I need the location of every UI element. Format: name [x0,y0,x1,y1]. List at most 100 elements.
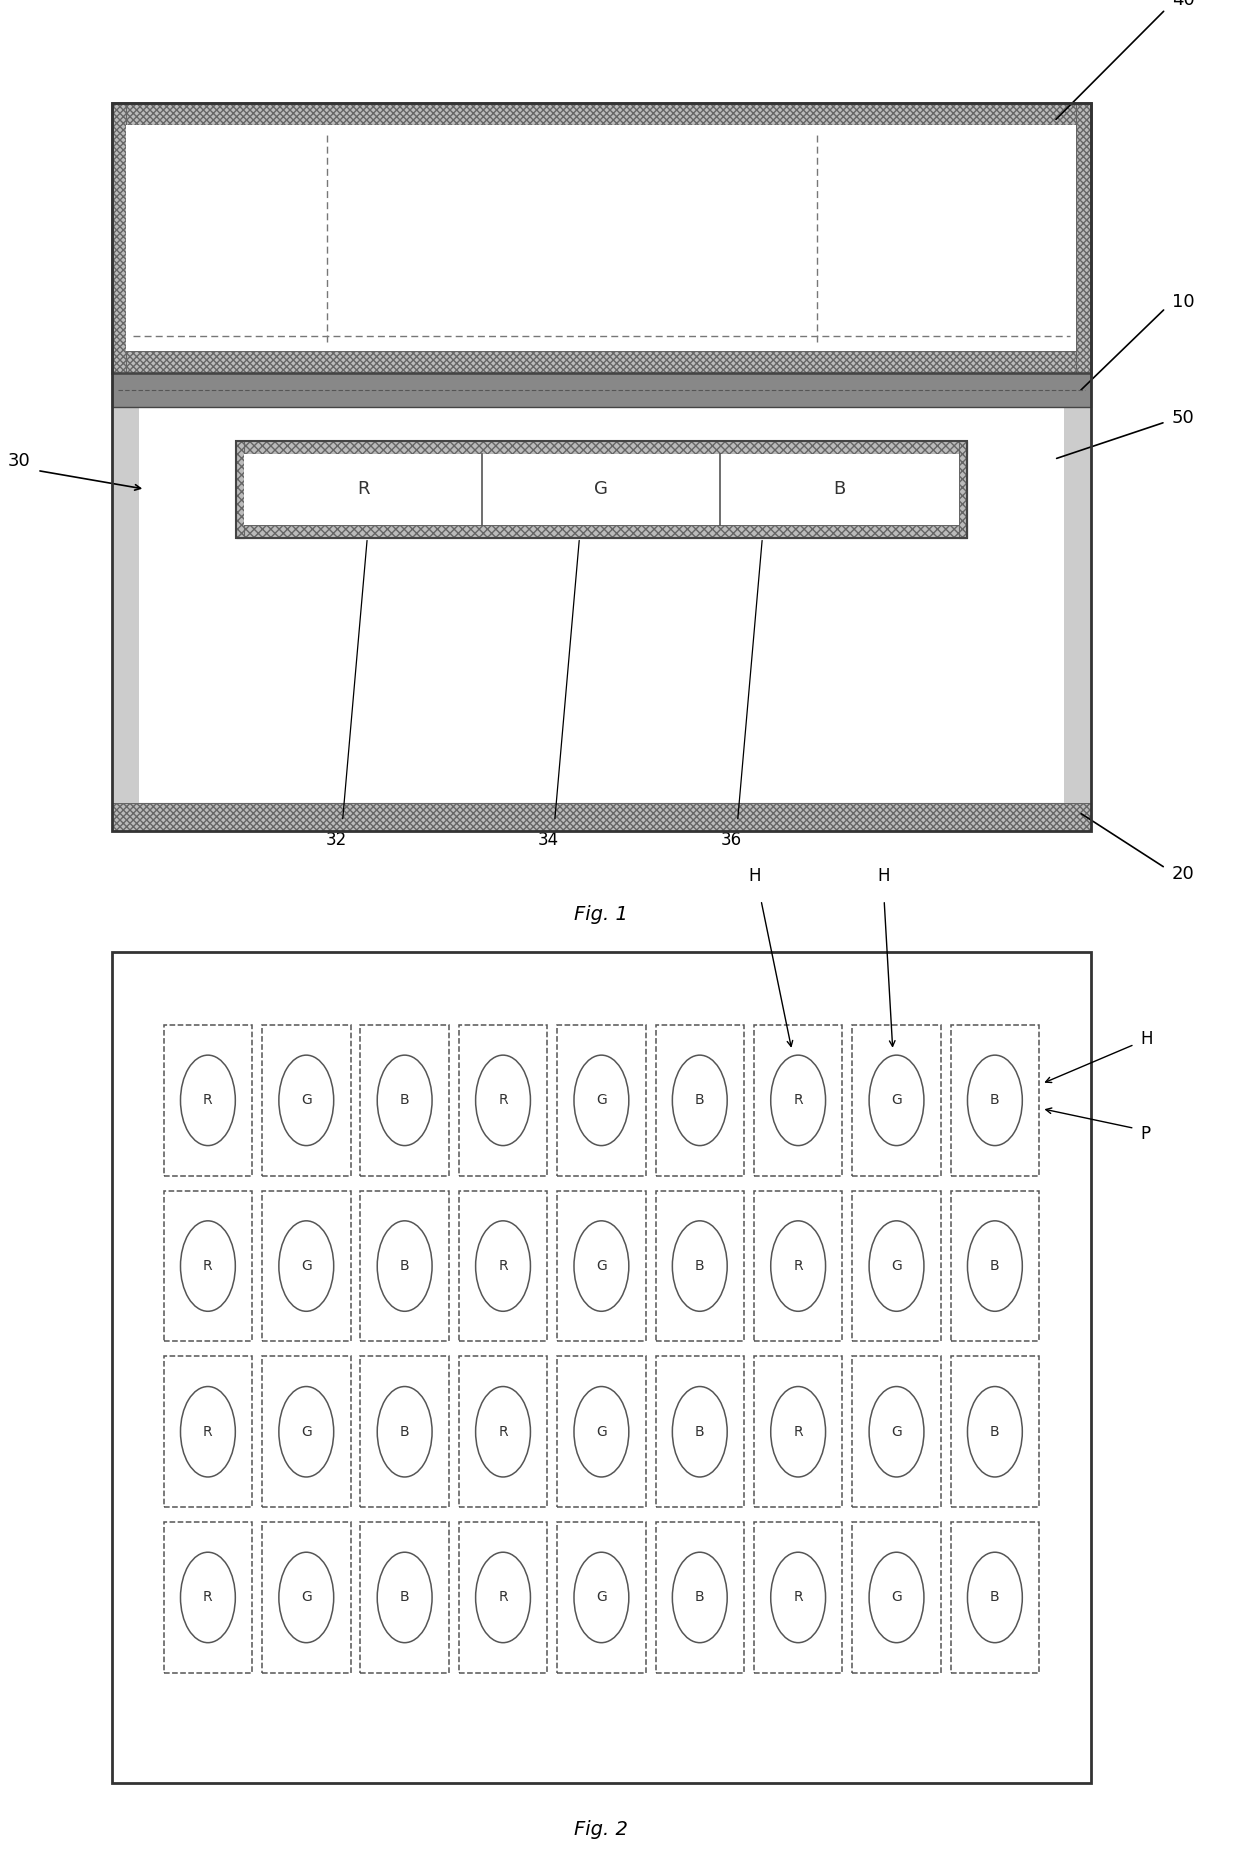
Text: B: B [990,1258,999,1273]
Text: 10: 10 [1172,293,1194,312]
Text: B: B [694,1094,704,1107]
Bar [852,1522,941,1673]
Text: 40: 40 [1172,0,1194,9]
Bar [852,1355,941,1507]
Bar [754,1522,842,1673]
Bar [754,1025,842,1176]
Text: R: R [203,1425,213,1439]
Text: G: G [301,1591,311,1604]
Text: R: R [498,1591,508,1604]
Ellipse shape [181,1551,236,1643]
Bar [112,351,1091,373]
Text: B: B [990,1425,999,1439]
Ellipse shape [967,1055,1022,1146]
Ellipse shape [377,1551,432,1643]
Text: Fig. 1: Fig. 1 [574,905,629,924]
Ellipse shape [672,1055,727,1146]
Bar [656,1522,744,1673]
Bar [1064,407,1091,803]
Text: R: R [794,1425,804,1439]
Bar [236,441,244,538]
Bar [951,1191,1039,1341]
Ellipse shape [869,1221,924,1311]
Text: 36: 36 [720,831,742,849]
Text: P: P [1141,1126,1151,1143]
Text: G: G [301,1094,311,1107]
Text: G: G [892,1258,901,1273]
Text: 32: 32 [326,831,347,849]
Bar [852,1191,941,1341]
Bar [112,103,1091,373]
Text: G: G [301,1425,311,1439]
Bar [112,103,1091,831]
Text: B: B [990,1094,999,1107]
Text: H: H [749,866,761,885]
Text: H: H [878,866,890,885]
Bar [262,1355,351,1507]
Text: Fig. 2: Fig. 2 [574,1820,629,1839]
Text: R: R [498,1258,508,1273]
Bar [236,525,967,538]
Ellipse shape [181,1221,236,1311]
Ellipse shape [771,1055,826,1146]
Ellipse shape [967,1551,1022,1643]
Ellipse shape [672,1551,727,1643]
Ellipse shape [181,1387,236,1477]
Text: G: G [892,1425,901,1439]
Bar [951,1025,1039,1176]
Bar [459,1522,547,1673]
Bar [361,1522,449,1673]
Bar [236,441,967,454]
Bar [112,103,126,373]
Text: G: G [596,1094,606,1107]
Text: R: R [203,1094,213,1107]
Text: 30: 30 [7,452,30,470]
Bar [459,1355,547,1507]
Bar [236,441,967,538]
Ellipse shape [574,1551,629,1643]
Ellipse shape [181,1055,236,1146]
Ellipse shape [377,1387,432,1477]
Text: G: G [596,1591,606,1604]
Bar [754,1191,842,1341]
Ellipse shape [279,1055,334,1146]
Ellipse shape [279,1551,334,1643]
Bar [459,1025,547,1176]
Ellipse shape [476,1221,531,1311]
Ellipse shape [574,1387,629,1477]
Text: R: R [794,1094,804,1107]
Bar [557,1522,646,1673]
Text: R: R [794,1258,804,1273]
Bar [1076,103,1091,373]
Ellipse shape [476,1387,531,1477]
Ellipse shape [574,1055,629,1146]
Ellipse shape [672,1221,727,1311]
Ellipse shape [771,1221,826,1311]
Bar [951,1522,1039,1673]
Ellipse shape [967,1387,1022,1477]
Text: 20: 20 [1172,864,1194,883]
Bar [126,125,1076,351]
Text: B: B [399,1258,409,1273]
Bar [262,1522,351,1673]
Ellipse shape [377,1221,432,1311]
Text: 50: 50 [1172,409,1194,428]
Bar [262,1191,351,1341]
Bar [262,1025,351,1176]
Bar [361,1025,449,1176]
Text: B: B [694,1258,704,1273]
Ellipse shape [771,1551,826,1643]
Ellipse shape [869,1055,924,1146]
Bar [164,1522,252,1673]
Text: R: R [794,1591,804,1604]
Text: G: G [596,1258,606,1273]
Text: G: G [892,1591,901,1604]
Bar [557,1355,646,1507]
Ellipse shape [377,1055,432,1146]
Text: G: G [594,480,609,498]
Text: R: R [498,1425,508,1439]
Text: B: B [694,1591,704,1604]
Bar [959,441,967,538]
Bar [361,1191,449,1341]
Text: G: G [596,1425,606,1439]
